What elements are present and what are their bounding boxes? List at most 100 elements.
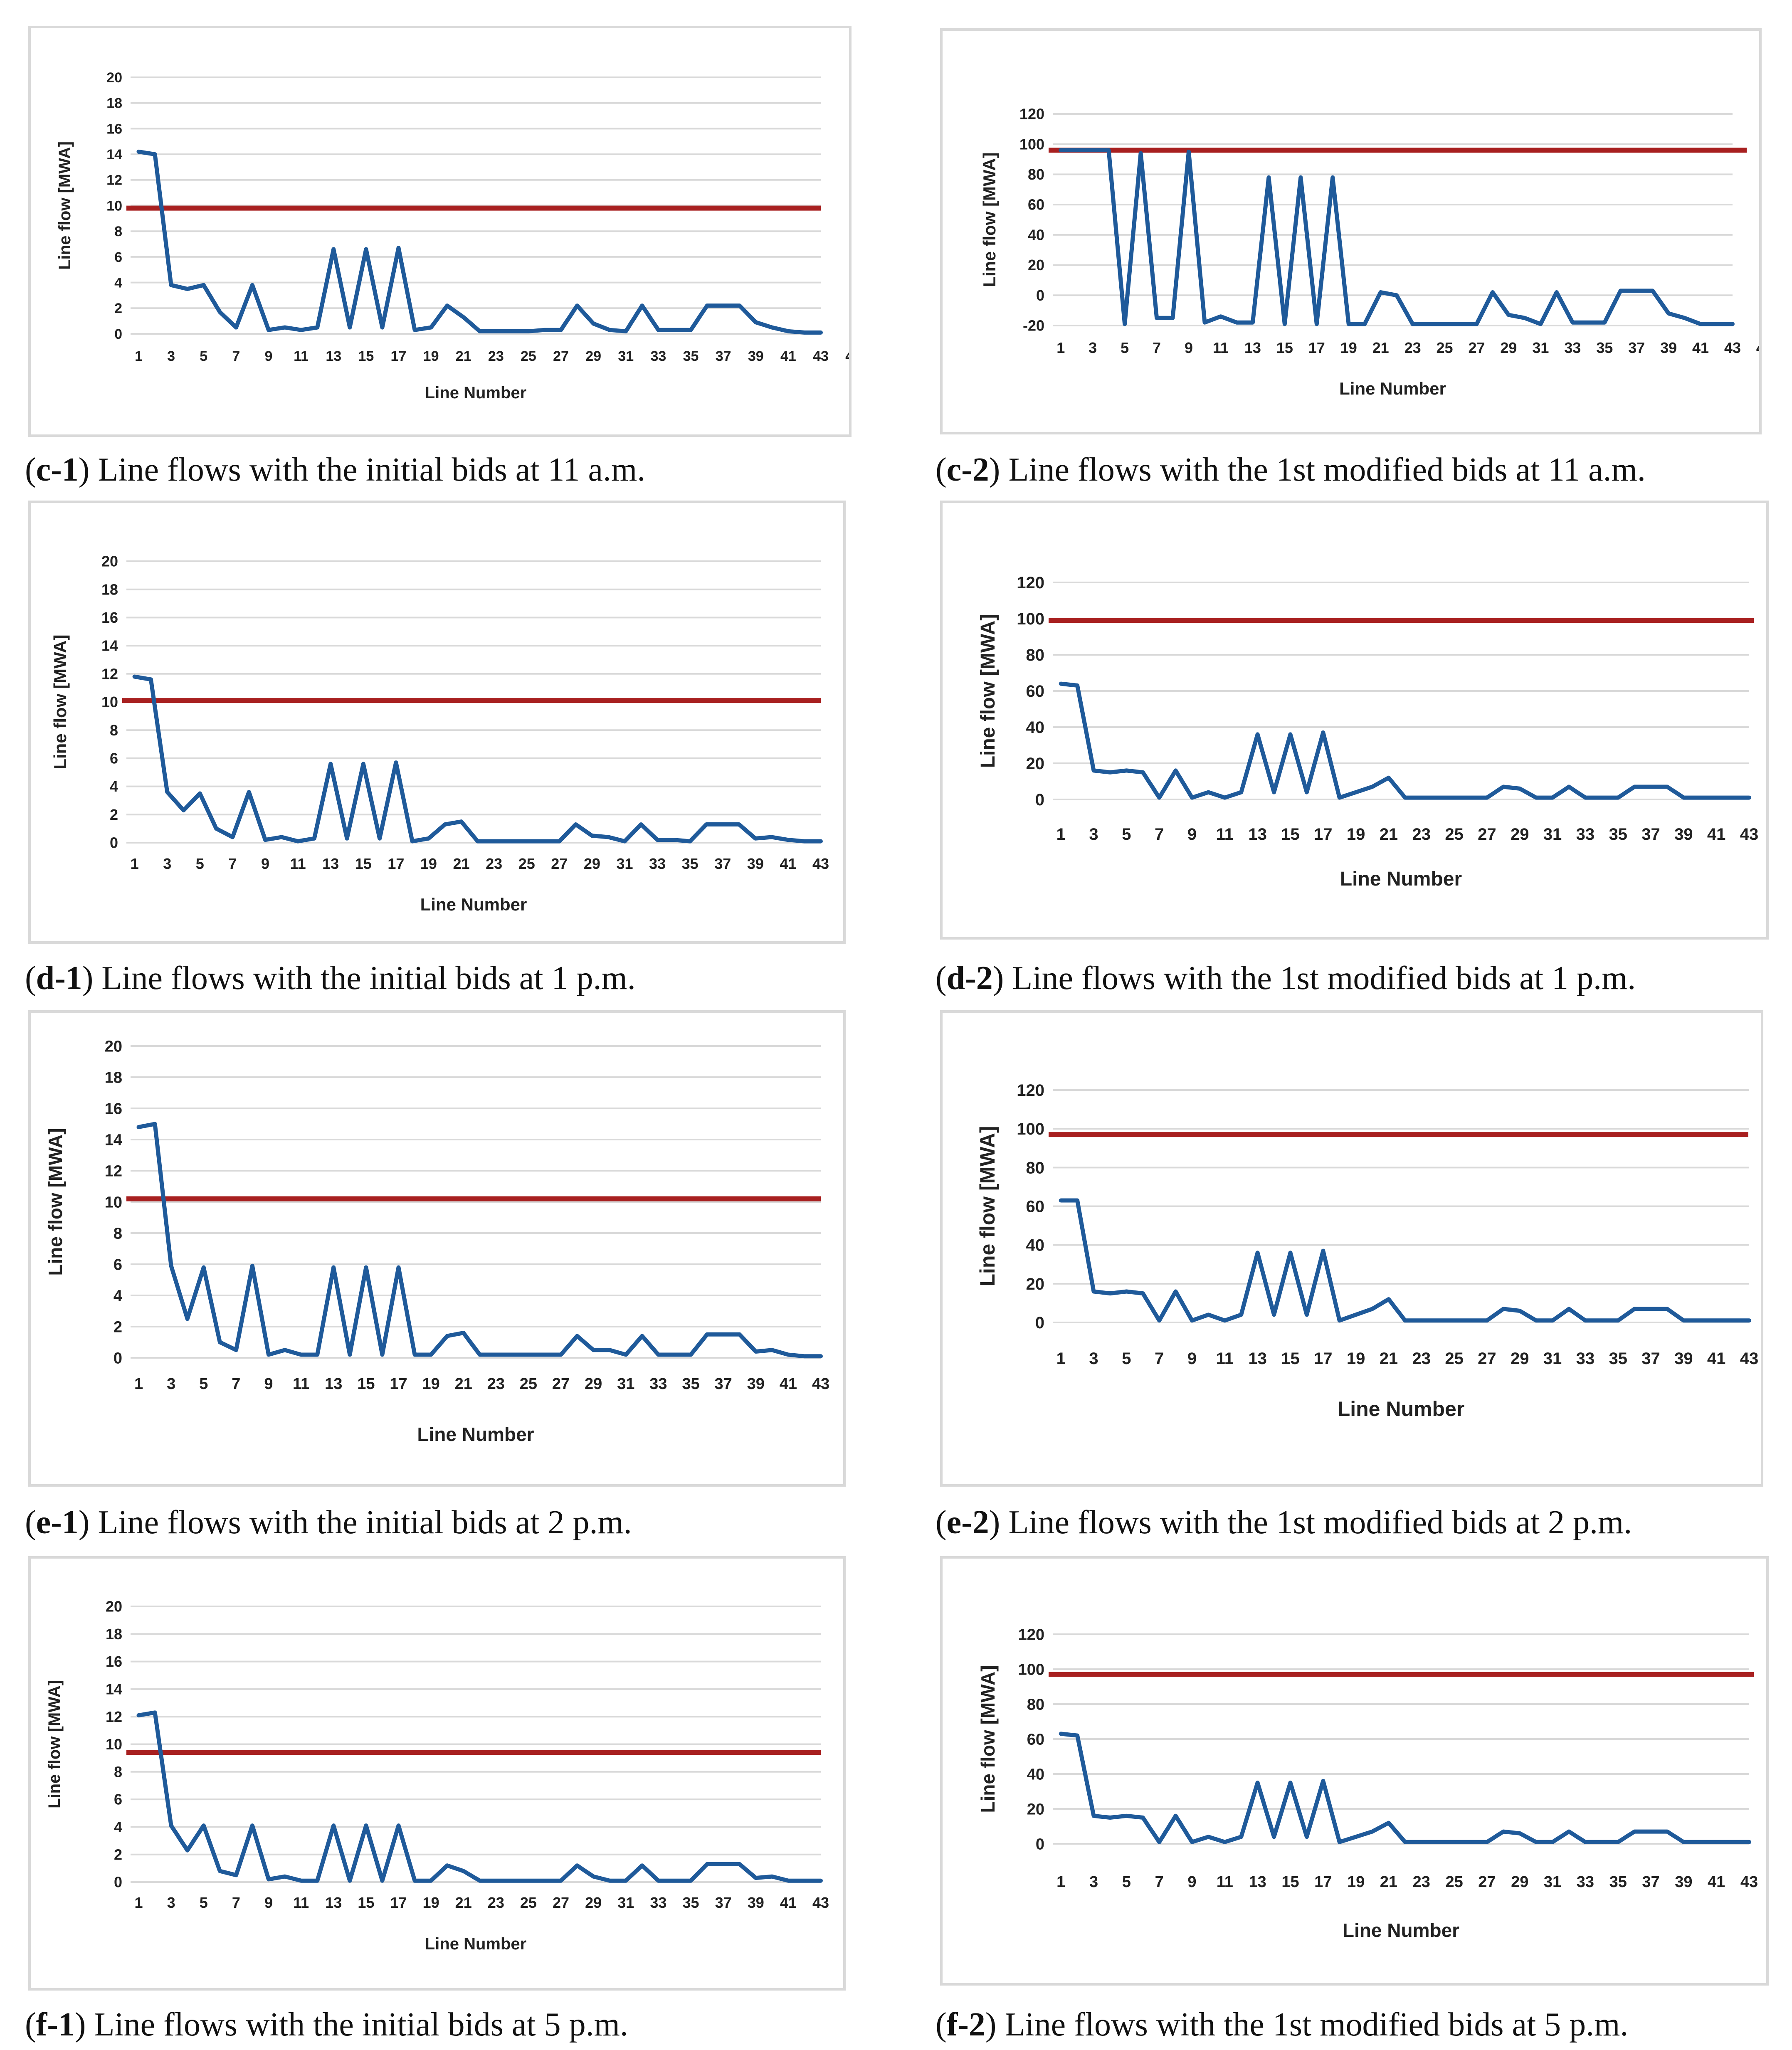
- x-tick-label: 19: [1340, 339, 1357, 356]
- data-point: [1207, 1313, 1210, 1316]
- x-tick-label: 9: [1187, 1873, 1196, 1891]
- data-point: [346, 837, 348, 840]
- x-tick-label: 15: [1281, 1349, 1300, 1368]
- data-point: [1092, 769, 1095, 772]
- data-point: [413, 328, 416, 331]
- y-tick-label: 80: [1027, 1696, 1044, 1713]
- x-tick-label: 7: [232, 1894, 240, 1911]
- caption-label-e-1: e-1: [36, 1504, 79, 1541]
- x-tick-label: 31: [1544, 1873, 1561, 1891]
- data-point: [251, 284, 254, 286]
- data-point: [182, 809, 185, 812]
- chart-panel-e-2: 0 20 40 60 80 100 120 1 3 5 7 9 11 13 15 17 19 21 23 25 27 29…: [940, 1010, 1763, 1487]
- data-point: [186, 288, 189, 291]
- data-point: [1191, 1840, 1193, 1843]
- x-tick-label: 35: [1596, 339, 1613, 356]
- x-tick-label: 11: [294, 348, 309, 364]
- x-tick-label: 21: [1380, 1873, 1397, 1891]
- data-point: [1371, 1307, 1374, 1310]
- data-point: [1219, 315, 1222, 318]
- data-point: [1125, 1290, 1128, 1293]
- data-point: [1682, 796, 1685, 799]
- y-tick-label: 20: [1026, 755, 1045, 773]
- x-tick-label: 19: [422, 1375, 439, 1393]
- x-axis-title: Line Number: [1343, 1919, 1459, 1941]
- data-point: [527, 1353, 530, 1356]
- x-tick-label: 39: [748, 348, 764, 364]
- x-tick-label: 39: [747, 1375, 765, 1393]
- data-point: [153, 1711, 156, 1714]
- x-tick-label: 9: [261, 855, 269, 872]
- y-tick-label: 0: [1035, 791, 1044, 809]
- data-point: [332, 1266, 335, 1269]
- data-point: [462, 1870, 465, 1872]
- data-point: [251, 1824, 254, 1827]
- data-point: [592, 322, 595, 325]
- data-point: [149, 678, 152, 681]
- data-point: [170, 1824, 173, 1827]
- x-tick-label: 39: [1674, 825, 1693, 844]
- data-point: [1731, 796, 1734, 799]
- x-tick-label: 11: [1216, 825, 1234, 844]
- data-point: [1355, 1835, 1358, 1838]
- data-point: [365, 1266, 368, 1269]
- x-tick-label: 39: [748, 1894, 764, 1911]
- data-point: [1617, 1319, 1619, 1322]
- data-point: [1453, 796, 1456, 799]
- y-tick-label: 0: [1036, 1835, 1044, 1853]
- data-point: [397, 1824, 400, 1827]
- x-tick-label: 33: [1576, 1349, 1595, 1368]
- data-point: [1518, 1310, 1521, 1312]
- data-point: [1076, 684, 1079, 687]
- y-axis-title: Line flow [MWA]: [980, 152, 999, 287]
- y-tick-label: 60: [1027, 1731, 1044, 1748]
- x-tick-label: 33: [1576, 825, 1595, 844]
- x-tick-label: 13: [325, 1894, 342, 1911]
- x-tick-label: 35: [682, 855, 699, 872]
- y-tick-label: 16: [101, 609, 118, 626]
- data-point: [624, 1353, 627, 1356]
- data-point: [1651, 289, 1654, 292]
- data-point: [1240, 1835, 1243, 1838]
- x-tick-label: 5: [1121, 339, 1129, 356]
- x-tick-label: 27: [1478, 1873, 1496, 1891]
- data-point: [1715, 796, 1718, 799]
- data-point: [560, 328, 563, 331]
- x-tick-label: 33: [649, 1375, 667, 1393]
- x-tick-label: 9: [264, 1894, 273, 1911]
- x-axis-title: Line Number: [1340, 868, 1462, 890]
- y-tick-label: 0: [114, 1874, 122, 1891]
- data-point: [770, 1349, 773, 1352]
- data-point: [1584, 1840, 1587, 1843]
- data-point: [1666, 1307, 1669, 1310]
- x-tick-label: 29: [1500, 339, 1517, 356]
- data-point: [284, 1875, 286, 1878]
- x-tick-label: 37: [1641, 825, 1660, 844]
- data-point: [1240, 1313, 1243, 1316]
- y-tick-label: 60: [1028, 196, 1044, 213]
- x-tick-label: 15: [357, 1375, 375, 1393]
- data-point: [1322, 731, 1325, 734]
- x-tick-label: 17: [1308, 339, 1325, 356]
- data-point: [300, 1353, 303, 1356]
- y-tick-label: 2: [114, 301, 122, 316]
- data-point: [215, 827, 218, 830]
- y-tick-label: 100: [1017, 1120, 1044, 1138]
- y-tick-label: 4: [110, 778, 118, 795]
- data-point: [803, 840, 806, 843]
- data-point: [689, 328, 692, 331]
- x-tick-label: 33: [1564, 339, 1581, 356]
- data-point: [494, 1879, 497, 1882]
- data-point: [234, 1349, 237, 1352]
- data-point: [1731, 1319, 1734, 1322]
- data-point: [590, 834, 593, 837]
- y-axis-title: Line flow [MWA]: [50, 634, 70, 769]
- x-tick-label: 31: [1543, 1349, 1562, 1368]
- data-point: [234, 326, 237, 329]
- x-tick-label: 7: [232, 348, 240, 364]
- x-tick-label: 3: [163, 855, 171, 872]
- x-tick-label: 5: [1122, 825, 1131, 844]
- x-tick-label: 37: [714, 855, 731, 872]
- data-point: [527, 1879, 530, 1882]
